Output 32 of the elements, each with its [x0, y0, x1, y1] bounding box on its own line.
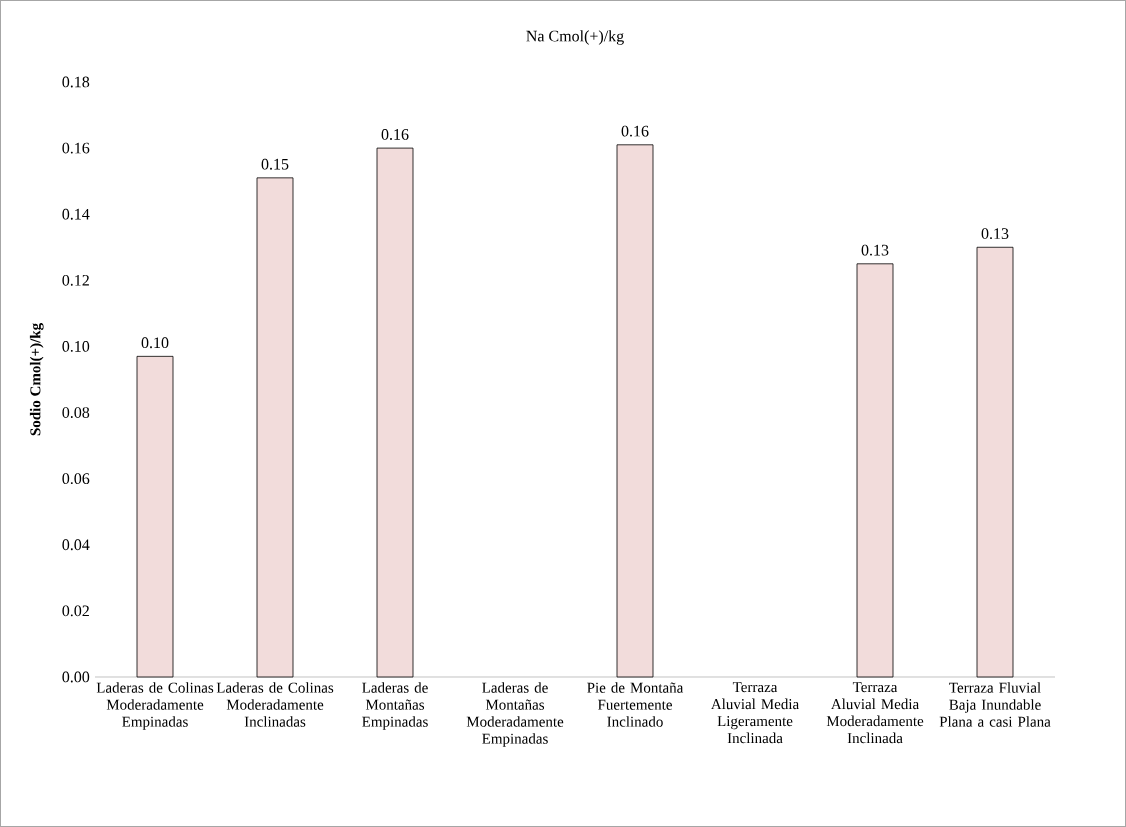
y-axis-title: Sodio Cmol(+)/kg — [29, 323, 44, 436]
x-tick-label: Terraza Fluvial Baja Inundable Plana a casi Plana — [939, 682, 1051, 727]
y-tick-label: 0.02 — [62, 605, 89, 617]
y-tick-label: 0.18 — [62, 76, 90, 88]
y-tick-label: 0.14 — [62, 208, 90, 220]
bar — [136, 355, 174, 678]
bar — [616, 144, 654, 678]
y-tick-label: 0.08 — [62, 407, 90, 418]
x-tick-label: Laderas de Colinas Moderadamente Empinadas — [96, 682, 214, 730]
bar — [856, 263, 894, 678]
y-tick-label: 0.00 — [62, 671, 90, 683]
data-label: 0.13 — [861, 244, 889, 256]
x-tick-label: Laderas de Montañas Moderadamente Empinadas — [466, 682, 564, 747]
chart-title: Na Cmol(+)/kg — [526, 30, 624, 45]
y-tick-label: 0.16 — [62, 142, 90, 154]
data-label: 0.16 — [381, 129, 409, 140]
x-tick-label: Laderas de Montañas Empinadas — [362, 682, 428, 730]
y-tick-label: 0.04 — [62, 539, 90, 551]
x-tick-label: Laderas de Colinas Moderadamente Inclinadas — [216, 682, 334, 727]
bar — [376, 147, 414, 678]
y-tick-label: 0.12 — [62, 274, 89, 286]
x-tick-label: Terraza Aluvial Media Ligeramente Inclinada — [710, 682, 799, 744]
y-tick-label: 0.10 — [62, 341, 90, 352]
x-tick-label: Pie de Montaña Fuertemente Inclinado — [587, 682, 684, 727]
data-label: 0.16 — [621, 125, 649, 137]
data-label: 0.10 — [141, 337, 169, 349]
data-label: 0.15 — [261, 158, 289, 170]
x-tick-label: Terraza Aluvial Media Moderadamente Inclinada — [826, 682, 924, 744]
bar — [256, 177, 294, 678]
data-label: 0.13 — [981, 228, 1009, 240]
y-tick-label: 0.06 — [62, 473, 90, 485]
bar — [976, 246, 1014, 678]
